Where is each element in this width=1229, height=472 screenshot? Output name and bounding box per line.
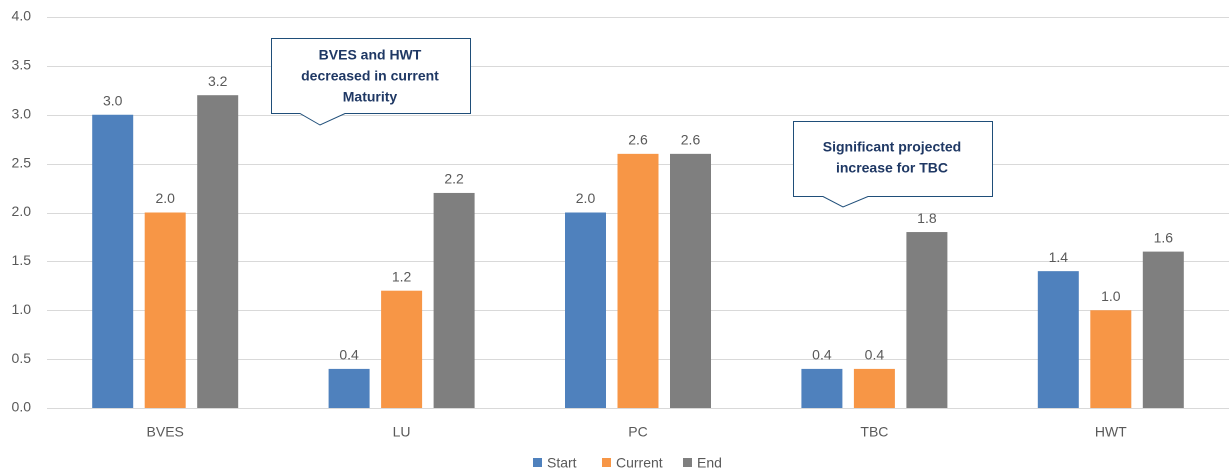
data-label: 0.4 <box>339 347 359 363</box>
legend-swatch <box>533 458 542 467</box>
y-tick-label: 2.5 <box>12 154 32 170</box>
data-label: 2.6 <box>681 132 701 148</box>
annotation: BVES and HWT <box>319 47 422 63</box>
data-label: 2.0 <box>576 190 596 206</box>
callout: Significant projected increase for TBC <box>793 121 993 208</box>
annotation: Significant projected <box>823 139 961 155</box>
data-label: 1.4 <box>1049 249 1069 265</box>
data-label: 1.6 <box>1154 229 1174 245</box>
annotation: decreased in current <box>301 68 439 84</box>
bar <box>144 212 186 408</box>
bar <box>328 368 370 408</box>
x-tick-label: HWT <box>1095 424 1127 440</box>
x-tick-label: LU <box>393 424 411 440</box>
y-tick-label: 3.5 <box>12 57 32 73</box>
data-label: 1.2 <box>392 268 412 284</box>
y-tick-label: 0.0 <box>12 399 32 415</box>
data-label: 1.8 <box>917 210 937 226</box>
legend-swatch <box>683 458 692 467</box>
annotation: increase for TBC <box>836 160 948 176</box>
x-tick-label: PC <box>628 424 647 440</box>
legend-label: Start <box>547 455 577 471</box>
data-label: 3.2 <box>208 73 228 89</box>
data-label: 2.0 <box>155 190 175 206</box>
data-label: 3.0 <box>103 92 123 108</box>
bar <box>906 232 948 408</box>
data-label: 2.6 <box>628 132 648 148</box>
legend-swatch <box>602 458 611 467</box>
data-label: 2.2 <box>444 171 464 187</box>
callout-box <box>271 38 471 126</box>
bars: BVES 3.0 2.0 3.2 LU 0.4 1.2 2.2 PC 2.0 2.6 2.6 TBC 0.… <box>92 73 1184 440</box>
legend-label: End <box>697 455 722 471</box>
bar <box>565 212 606 408</box>
annotation: Maturity <box>343 89 398 105</box>
y-tick-label: 1.5 <box>12 252 32 268</box>
x-tick-label: BVES <box>147 424 184 440</box>
bar <box>381 290 423 408</box>
callout-box <box>793 121 993 208</box>
y-tick-label: 4.0 <box>12 8 32 24</box>
y-tick-label: 3.0 <box>12 105 32 121</box>
legend: Start Current End <box>533 455 722 471</box>
data-label: 0.4 <box>865 347 885 363</box>
bar <box>1142 251 1184 408</box>
bar <box>617 153 659 408</box>
bar <box>1037 271 1079 408</box>
callout: BVES and HWT decreased in current Maturi… <box>271 38 471 126</box>
legend-label: Current <box>616 455 663 471</box>
bar <box>670 153 711 408</box>
data-label: 1.0 <box>1101 288 1121 304</box>
y-tick-label: 1.0 <box>12 301 32 317</box>
bar <box>853 368 895 408</box>
bar <box>801 368 843 408</box>
y-tick-label: 0.5 <box>12 350 32 366</box>
y-tick-label: 2.0 <box>12 203 32 219</box>
bar <box>92 114 134 408</box>
data-label: 0.4 <box>812 347 832 363</box>
bar <box>433 192 475 408</box>
x-tick-label: TBC <box>860 424 888 440</box>
bar <box>197 95 239 408</box>
bar <box>1090 310 1132 408</box>
